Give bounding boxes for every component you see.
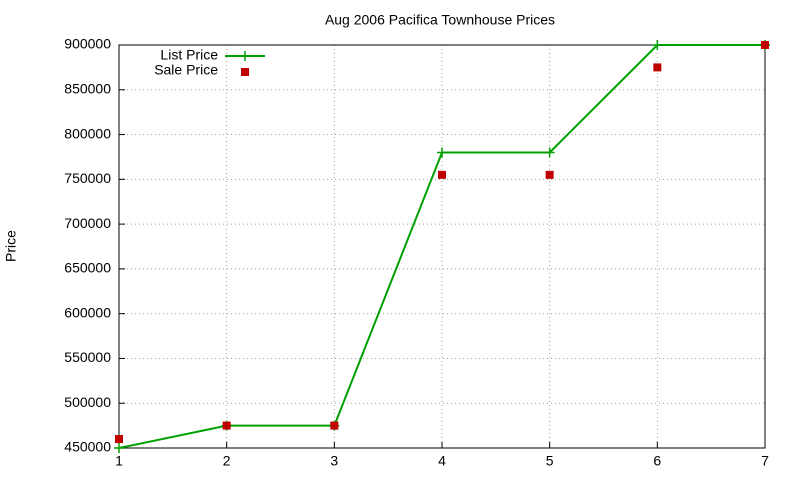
point xyxy=(437,147,447,158)
legend-marker xyxy=(241,68,249,76)
y-tick-label: 900000 xyxy=(64,36,111,52)
y-axis-label: Price xyxy=(3,230,19,262)
point xyxy=(545,170,554,179)
point xyxy=(652,40,663,50)
y-tick-label: 650000 xyxy=(64,260,111,276)
y-tick-label: 450000 xyxy=(64,439,111,455)
point xyxy=(114,443,124,453)
y-tick-label: 750000 xyxy=(64,170,111,186)
point xyxy=(115,435,123,444)
point xyxy=(438,170,446,179)
point xyxy=(544,147,555,158)
x-tick-label: 1 xyxy=(115,453,123,469)
y-tick-label: 600000 xyxy=(64,304,111,320)
x-tick-label: 7 xyxy=(761,453,769,469)
y-tick-label: 850000 xyxy=(64,80,111,96)
y-tick-label: 500000 xyxy=(64,394,111,410)
point xyxy=(330,421,339,430)
plot-frame xyxy=(118,44,766,449)
x-tick-label: 6 xyxy=(653,453,661,469)
legend-label: List Price xyxy=(160,47,218,63)
chart-title: Aug 2006 Pacifica Townhouse Prices xyxy=(325,12,555,28)
y-tick-label: 550000 xyxy=(64,349,111,365)
x-tick-label: 4 xyxy=(438,453,446,469)
x-tick-label: 3 xyxy=(330,453,338,469)
point xyxy=(761,41,769,49)
legend-label: Sale Price xyxy=(154,62,218,78)
point xyxy=(653,63,662,72)
y-tick-label: 800000 xyxy=(64,125,111,141)
x-tick-label: 2 xyxy=(223,453,231,469)
legend-marker xyxy=(240,51,250,61)
y-tick-label: 700000 xyxy=(64,215,111,231)
x-tick-label: 5 xyxy=(546,453,554,469)
point xyxy=(222,421,231,430)
